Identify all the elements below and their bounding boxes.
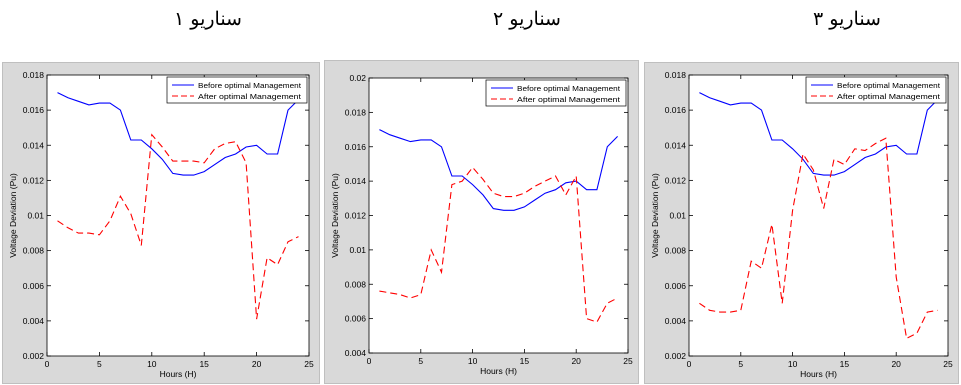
legend-label: Before optimal Management bbox=[198, 81, 302, 90]
x-tick-label: 25 bbox=[623, 356, 633, 366]
x-tick-label: 15 bbox=[199, 359, 209, 369]
legend-label: After optimal Management bbox=[198, 92, 302, 101]
y-tick-label: 0.006 bbox=[665, 281, 687, 291]
panel-title-2: سناریو ۲ bbox=[493, 8, 561, 30]
y-tick-label: 0.004 bbox=[345, 348, 367, 358]
x-tick-label: 0 bbox=[367, 356, 372, 366]
legend-label: After optimal Management bbox=[517, 95, 621, 104]
x-tick-label: 5 bbox=[97, 359, 102, 369]
y-axis-label: Voltage Deviation (Pu) bbox=[8, 173, 18, 258]
y-tick-label: 0.016 bbox=[345, 142, 367, 152]
x-tick-label: 20 bbox=[891, 359, 901, 369]
chart-panel-2: 0 5 10 15 20 25 0.004 0.006 0.008 0.01 0.012 0.014 0… bbox=[324, 60, 639, 384]
y-tick-label: 0.008 bbox=[665, 246, 687, 256]
x-tick-label: 15 bbox=[840, 359, 850, 369]
y-tick-label: 0.002 bbox=[23, 351, 45, 361]
y-tick-label: 0.014 bbox=[665, 140, 687, 150]
y-tick-label: 0.016 bbox=[23, 105, 45, 115]
y-tick-label: 0.006 bbox=[345, 314, 367, 324]
chart-panel-1: 0 5 10 15 20 25 0.002 0.004 0.006 0.008 0.01 0.012 0… bbox=[2, 62, 320, 384]
x-tick-label: 5 bbox=[738, 359, 743, 369]
y-tick-label: 0.004 bbox=[23, 316, 45, 326]
y-tick-label: 0.018 bbox=[23, 70, 45, 80]
x-tick-label: 0 bbox=[687, 359, 692, 369]
y-tick-label: 0.01 bbox=[27, 211, 44, 221]
x-axis-label: Hours (H) bbox=[480, 366, 517, 376]
y-tick-label: 0.006 bbox=[23, 281, 45, 291]
y-axis-label: Voltage Deviation (Pu) bbox=[650, 173, 660, 258]
x-tick-label: 5 bbox=[418, 356, 423, 366]
legend-box bbox=[805, 76, 947, 104]
y-tick-label: 0.01 bbox=[349, 245, 366, 255]
x-tick-label: 20 bbox=[252, 359, 262, 369]
x-tick-label: 25 bbox=[304, 359, 314, 369]
plot-area bbox=[368, 77, 629, 354]
chart-1: 0 5 10 15 20 25 0.002 0.004 0.006 0.008 0.01 0.012 0… bbox=[8, 70, 314, 379]
plot-area bbox=[46, 74, 310, 357]
y-tick-label: 0.012 bbox=[23, 175, 45, 185]
y-tick-label: 0.01 bbox=[669, 211, 686, 221]
x-tick-label: 0 bbox=[45, 359, 50, 369]
legend-label: Before optimal Management bbox=[837, 81, 941, 90]
series-line-before bbox=[699, 92, 938, 176]
legend-label: Before optimal Management bbox=[517, 84, 621, 93]
x-tick-label: 10 bbox=[147, 359, 157, 369]
y-tick-label: 0.014 bbox=[345, 176, 367, 186]
y-tick-label: 0.008 bbox=[23, 246, 45, 256]
series-line-before bbox=[379, 129, 618, 211]
y-tick-label: 0.008 bbox=[345, 279, 367, 289]
series-line-after bbox=[379, 166, 618, 323]
y-tick-label: 0.014 bbox=[23, 140, 45, 150]
legend-box bbox=[485, 79, 627, 107]
chart-3: 0 5 10 15 20 25 0.002 0.004 0.006 0.008 0.01 0.012 0… bbox=[650, 70, 953, 379]
y-tick-label: 0.018 bbox=[345, 107, 367, 117]
chart-panel-3: 0 5 10 15 20 25 0.002 0.004 0.006 0.008 0.01 0.012 0… bbox=[644, 62, 959, 384]
y-tick-label: 0.016 bbox=[665, 105, 687, 115]
y-axis-label: Voltage Deviation (Pu) bbox=[330, 173, 340, 258]
x-axis-label: Hours (H) bbox=[800, 369, 837, 379]
x-tick-label: 10 bbox=[468, 356, 478, 366]
series-line-after bbox=[699, 137, 938, 340]
x-tick-label: 15 bbox=[520, 356, 530, 366]
x-tick-label: 20 bbox=[571, 356, 581, 366]
legend-label: After optimal Management bbox=[837, 92, 941, 101]
x-tick-label: 25 bbox=[943, 359, 953, 369]
legend-box bbox=[166, 76, 308, 104]
series-line-after bbox=[57, 133, 299, 320]
x-tick-label: 10 bbox=[788, 359, 798, 369]
y-tick-label: 0.02 bbox=[349, 73, 366, 83]
x-axis-label: Hours (H) bbox=[160, 369, 197, 379]
plot-area bbox=[688, 74, 949, 357]
series-line-before bbox=[57, 92, 299, 176]
chart-2: 0 5 10 15 20 25 0.004 0.006 0.008 0.01 0.012 0.014 0… bbox=[330, 73, 633, 376]
y-tick-label: 0.012 bbox=[345, 211, 367, 221]
y-tick-label: 0.018 bbox=[665, 70, 687, 80]
y-tick-label: 0.012 bbox=[665, 175, 687, 185]
panel-title-1: سناریو ۱ bbox=[174, 8, 242, 30]
y-tick-label: 0.004 bbox=[665, 316, 687, 326]
panel-title-3: سناریو ۳ bbox=[813, 8, 881, 30]
y-tick-label: 0.002 bbox=[665, 351, 687, 361]
